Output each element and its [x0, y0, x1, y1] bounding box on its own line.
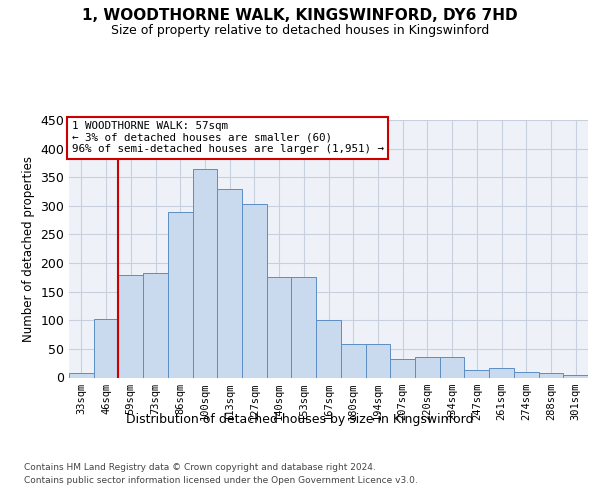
Bar [168, 212, 193, 378]
Bar [539, 374, 563, 378]
Text: 1 WOODTHORNE WALK: 57sqm
← 3% of detached houses are smaller (60)
96% of semi-de: 1 WOODTHORNE WALK: 57sqm ← 3% of detache… [71, 122, 383, 154]
Bar [514, 372, 539, 378]
Bar [415, 358, 440, 378]
Bar [316, 320, 341, 378]
Y-axis label: Number of detached properties: Number of detached properties [22, 156, 35, 342]
Bar [267, 277, 292, 378]
Bar [94, 318, 118, 378]
Bar [143, 274, 168, 378]
Bar [193, 168, 217, 378]
Text: Size of property relative to detached houses in Kingswinford: Size of property relative to detached ho… [111, 24, 489, 37]
Bar [69, 373, 94, 378]
Bar [341, 344, 365, 378]
Bar [217, 188, 242, 378]
Text: Distribution of detached houses by size in Kingswinford: Distribution of detached houses by size … [126, 412, 474, 426]
Bar [563, 374, 588, 378]
Bar [242, 204, 267, 378]
Bar [390, 359, 415, 378]
Bar [292, 277, 316, 378]
Bar [489, 368, 514, 378]
Bar [464, 370, 489, 378]
Bar [118, 274, 143, 378]
Text: Contains HM Land Registry data © Crown copyright and database right 2024.: Contains HM Land Registry data © Crown c… [24, 462, 376, 471]
Bar [365, 344, 390, 378]
Text: 1, WOODTHORNE WALK, KINGSWINFORD, DY6 7HD: 1, WOODTHORNE WALK, KINGSWINFORD, DY6 7H… [82, 8, 518, 22]
Text: Contains public sector information licensed under the Open Government Licence v3: Contains public sector information licen… [24, 476, 418, 485]
Bar [440, 358, 464, 378]
